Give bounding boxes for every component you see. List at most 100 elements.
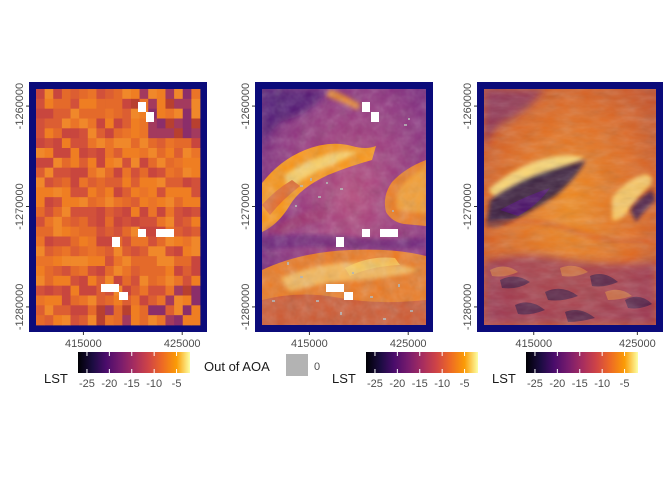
colorbar-tick-label: -25	[527, 378, 543, 390]
x-tick-label: 415000	[515, 338, 552, 350]
raster-cell	[79, 246, 89, 257]
raster-cell	[182, 108, 192, 119]
raster-cell	[174, 89, 184, 100]
raster-cell	[139, 197, 149, 208]
x-tick-label: 425000	[390, 338, 427, 350]
raster-cell	[130, 148, 140, 159]
raster-cell	[130, 167, 140, 178]
raster-cell	[113, 216, 123, 228]
raster-cell	[113, 108, 123, 119]
raster-cell	[105, 98, 115, 110]
raster-cell	[61, 138, 71, 149]
raster-cell	[113, 207, 123, 218]
colorbar-tick-label: -15	[572, 378, 588, 390]
raster-cell	[122, 157, 132, 169]
raster-cell	[79, 236, 89, 247]
raster-cell	[87, 108, 97, 119]
raster-cell	[130, 305, 140, 316]
raster-cell	[70, 157, 80, 169]
raster-cell	[165, 275, 175, 287]
raster-cell	[96, 187, 106, 198]
raster-cell	[174, 275, 184, 287]
raster-cell	[113, 167, 123, 178]
raster-cell	[44, 89, 54, 100]
raster-cell	[156, 98, 166, 110]
raster-cell	[44, 207, 54, 218]
raster-cell	[139, 138, 149, 149]
raster-cell	[174, 246, 184, 257]
raster-cell	[148, 275, 158, 287]
masked-cell	[138, 229, 146, 237]
raster-cell	[70, 226, 80, 237]
raster-cell	[182, 256, 192, 267]
raster-cell	[105, 177, 115, 188]
panel-right: 415000 425000 -1260000 -1270000 -1280000	[462, 82, 663, 350]
raster-cell	[96, 138, 106, 149]
raster-cell	[79, 197, 89, 208]
raster-cell	[182, 118, 192, 129]
raster-cell	[61, 285, 71, 296]
raster-cell	[113, 315, 123, 326]
raster-cell	[139, 118, 149, 129]
raster-cell	[130, 256, 140, 267]
raster-cell	[36, 266, 46, 277]
raster-cell	[174, 226, 184, 237]
raster-cell	[130, 207, 140, 218]
raster-cell	[182, 89, 192, 100]
raster-cell	[87, 305, 97, 316]
panel-left: 415000 425000 -1260000 -1270000 -1280000	[14, 82, 207, 350]
raster-cell	[70, 128, 80, 139]
raster-cell	[182, 216, 192, 228]
raster-cell	[105, 197, 115, 208]
raster-cell	[105, 187, 115, 198]
raster-cell	[156, 256, 166, 267]
raster-cell	[139, 157, 149, 169]
raster-cell	[61, 98, 71, 110]
raster-cell	[165, 285, 175, 296]
raster-cell	[105, 157, 115, 169]
raster-cell	[174, 315, 184, 326]
raster-cell	[148, 187, 158, 198]
raster-cell	[44, 256, 54, 267]
raster-cell	[61, 305, 71, 316]
raster-cell	[87, 315, 97, 326]
raster-cell	[53, 197, 63, 208]
raster-cell	[191, 167, 201, 178]
raster-cell	[53, 295, 63, 306]
panel-middle-axes: 415000 425000 -1260000 -1270000 -1280000	[240, 83, 427, 350]
raster-cell	[139, 187, 149, 198]
raster-cell	[96, 167, 106, 178]
raster-cell	[44, 167, 54, 178]
y-tick-label: -1270000	[240, 183, 252, 230]
raster-cell	[70, 187, 80, 198]
raster-cell	[174, 197, 184, 208]
raster-cell	[139, 236, 149, 247]
raster-cell	[96, 226, 106, 237]
raster-cell	[191, 177, 201, 188]
raster-cell	[96, 118, 106, 129]
raster-cell	[156, 128, 166, 139]
raster-cell	[139, 315, 149, 326]
raster-cell	[70, 256, 80, 267]
raster-cell	[96, 315, 106, 326]
raster-cell	[36, 216, 46, 228]
raster-cell	[130, 98, 140, 110]
raster-cell	[61, 148, 71, 159]
raster-cell	[191, 128, 201, 139]
x-tick-label: 425000	[619, 338, 656, 350]
raster-cell	[36, 118, 46, 129]
raster-cell	[174, 118, 184, 129]
raster-cell	[53, 89, 63, 100]
raster-cell	[96, 305, 106, 316]
raster-cell	[79, 295, 89, 306]
raster-cell	[182, 315, 192, 326]
masked-cell	[380, 229, 398, 237]
colorbar	[526, 352, 638, 373]
raster-cell	[61, 236, 71, 247]
raster-cell	[182, 305, 192, 316]
masked-cell	[371, 112, 379, 122]
raster-cell	[156, 167, 166, 178]
raster-cell	[44, 197, 54, 208]
raster-cell	[139, 305, 149, 316]
raster-cell	[130, 236, 140, 247]
